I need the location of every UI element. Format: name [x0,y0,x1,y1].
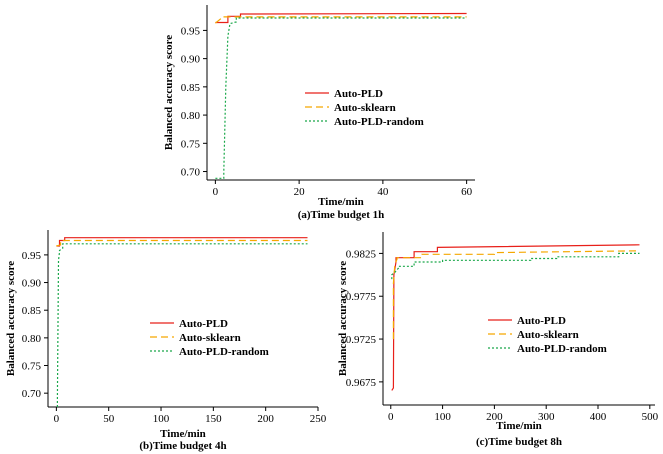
y-tick-label: 0.90 [22,278,42,290]
legend-label: Auto-PLD [517,315,566,327]
series-line-auto-pld-random [56,243,308,407]
x-tick-label: 400 [590,411,607,423]
y-tick-label: 0.9725 [346,334,377,346]
y-tick-label: 0.95 [22,250,42,262]
x-axis-label: Time/min [318,196,364,208]
series-group-c [391,244,640,391]
y-tick-label: 0.80 [22,333,42,345]
chart-c-8h: 0 100 200 300 400 500 0.9675 0.9725 0.9775 0.9825… [337,232,659,448]
legend-label: Auto-PLD [179,318,228,330]
x-axis-label: Time/min [160,428,206,440]
x-tick-label: 250 [310,413,327,425]
y-tick-label: 0.95 [181,25,201,37]
series-line-auto-sklearn [392,250,640,340]
series-line-auto-pld [56,237,308,247]
legend-label: Auto-sklearn [179,332,241,344]
legend-label: Auto-PLD-random [179,346,269,358]
y-tick-label: 0.75 [22,361,42,373]
chart-b-4h: 0 50 100 150 200 250 0.70 0.75 0.80 0.85 0.90 0.95 A… [5,230,327,452]
y-axis-label: Balanced accuracy score [5,261,17,376]
legend-label: Auto-PLD-random [334,116,424,128]
series-line-auto-pld-random [391,252,640,280]
legend-label: Auto-sklearn [334,102,396,114]
y-tick-label: 0.90 [181,54,201,66]
y-tick-label: 0.70 [22,388,42,400]
series-line-auto-pld-random [215,17,467,179]
series-line-auto-sklearn [215,16,467,24]
x-tick-label: 60 [461,186,473,198]
chart-caption: (b)Time budget 4h [139,440,226,452]
x-tick-label: 50 [103,413,115,425]
x-tick-label: 200 [486,411,503,423]
x-tick-label: 500 [642,411,659,423]
legend-label: Auto-sklearn [517,329,579,341]
y-axis-label: Balanced accuracy score [337,261,349,376]
x-tick-label: 0 [213,186,219,198]
y-tick-label: 0.9775 [346,291,377,303]
x-tick-label: 100 [434,411,451,423]
x-tick-label: 0 [54,413,60,425]
series-line-auto-pld [391,244,640,391]
x-tick-label: 100 [153,413,170,425]
y-tick-label: 0.80 [181,110,201,122]
y-axis-label: Balanced accuracy score [163,35,175,150]
chart-caption: (c)Time budget 8h [476,436,562,448]
x-tick-label: 0 [388,411,394,423]
series-group-a [215,12,467,179]
x-tick-label: 300 [538,411,555,423]
y-tick-label: 0.85 [181,82,201,94]
series-line-auto-sklearn [56,239,308,247]
y-tick-label: 0.9825 [346,248,377,260]
x-axis-label: Time/min [496,420,542,432]
series-line-auto-pld [215,12,467,24]
x-tick-label: 40 [377,186,389,198]
series-group-b [56,237,308,407]
legend-label: Auto-PLD [334,88,383,100]
x-tick-label: 20 [294,186,306,198]
y-tick-label: 0.9675 [346,377,377,389]
chart-caption: (a)Time budget 1h [298,209,385,221]
y-tick-label: 0.70 [181,167,201,179]
y-tick-label: 0.75 [181,138,201,150]
y-tick-label: 0.85 [22,305,42,317]
legend-label: Auto-PLD-random [517,343,607,355]
chart-a-1h: 0 20 40 60 0.70 0.75 0.80 0.85 0.90 0.95 Auto-PLD A… [163,5,475,221]
x-tick-label: 150 [205,413,222,425]
x-tick-label: 200 [257,413,274,425]
